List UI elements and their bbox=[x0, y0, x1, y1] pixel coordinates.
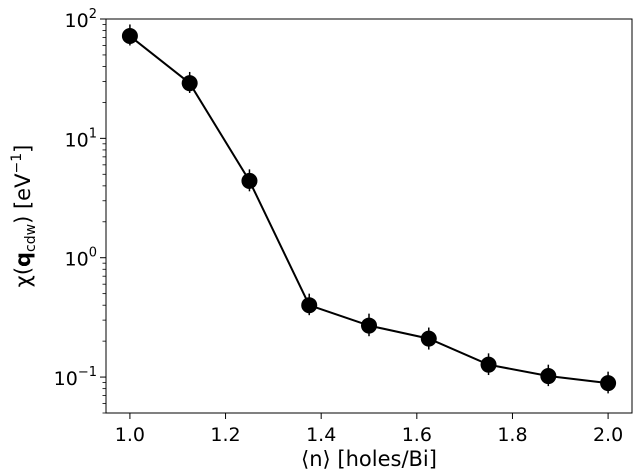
data-point bbox=[600, 375, 617, 392]
x-tick-label: 1.0 bbox=[115, 424, 145, 446]
y-tick-label: 100 bbox=[65, 246, 97, 271]
data-point bbox=[241, 172, 258, 189]
x-tick-label: 1.8 bbox=[497, 424, 527, 446]
data-layer bbox=[121, 24, 617, 394]
y-tick-label: 101 bbox=[65, 126, 97, 151]
y-axis-label: χ(qcdw) [eV−1] bbox=[9, 145, 39, 288]
plot-frame bbox=[105, 18, 633, 414]
x-tick-label: 1.6 bbox=[402, 424, 432, 446]
y-tick-label: 102 bbox=[65, 7, 97, 32]
y-minor-ticks bbox=[102, 24, 106, 414]
y-tick-label: 10−1 bbox=[54, 365, 97, 390]
x-axis-label: ⟨n⟩ [holes/Bi] bbox=[301, 447, 437, 471]
data-point bbox=[121, 28, 138, 45]
tick-labels: 1.0 1.2 1.4 1.6 1.8 2.0 10−1 100 101 102 bbox=[54, 7, 624, 446]
x-tick-label: 1.4 bbox=[306, 424, 336, 446]
x-tick-label: 1.2 bbox=[210, 424, 240, 446]
data-point bbox=[420, 330, 437, 347]
axis-ticks bbox=[100, 18, 609, 419]
data-point bbox=[361, 317, 377, 334]
data-point bbox=[301, 297, 318, 314]
x-tick-label: 2.0 bbox=[593, 424, 623, 446]
data-point bbox=[540, 368, 557, 385]
data-point bbox=[181, 75, 198, 92]
data-point bbox=[480, 356, 497, 373]
